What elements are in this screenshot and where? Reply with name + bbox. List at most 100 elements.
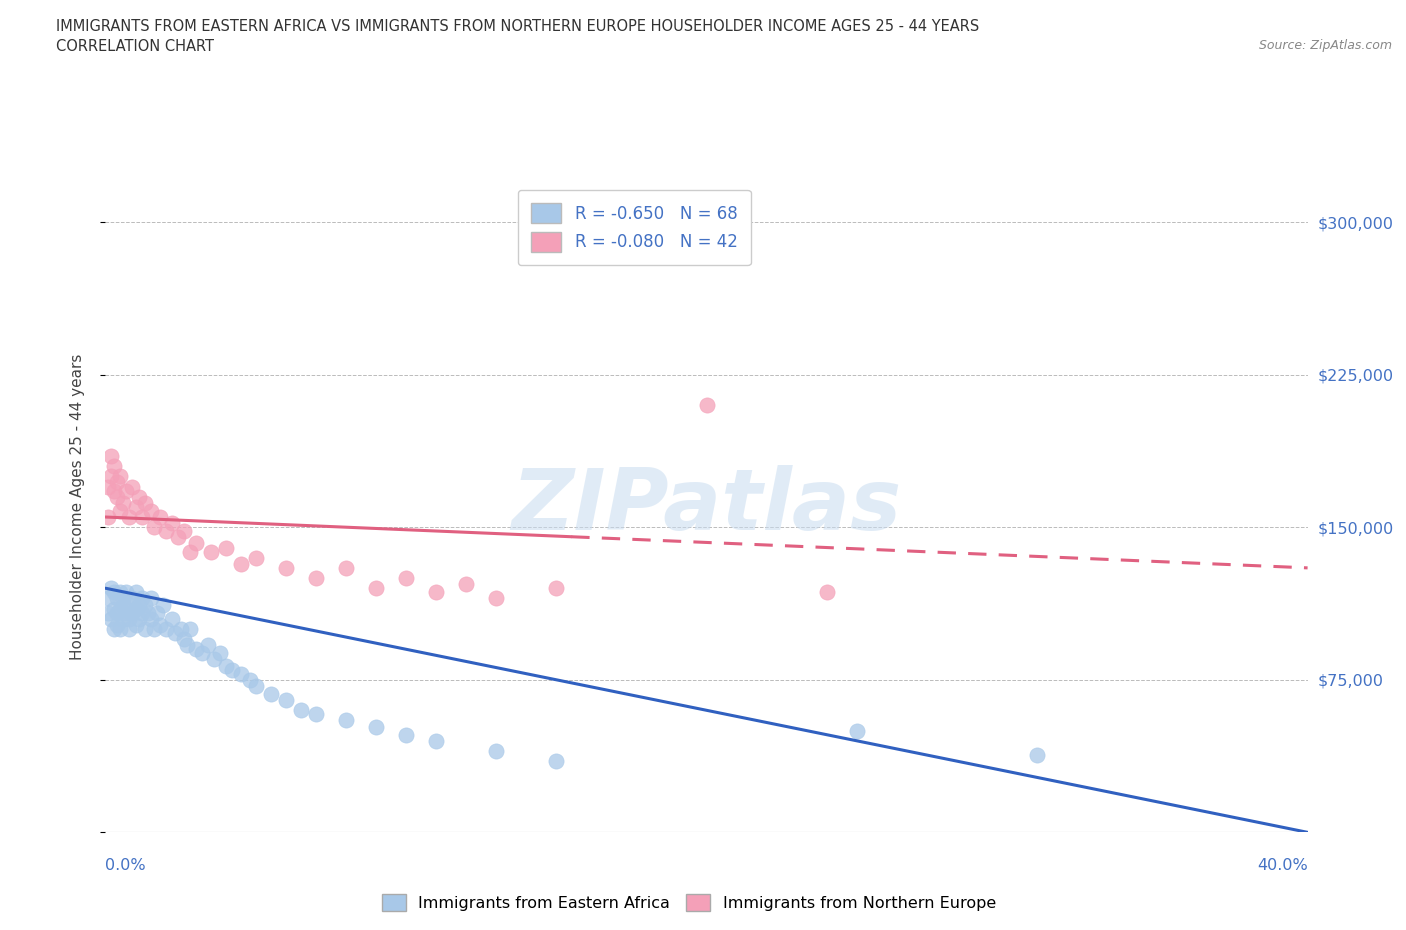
Point (121, 591, 143, 605)
Point (97, 591, 120, 605)
Point (131, 605, 153, 620)
Point (107, 489, 129, 504)
Point (184, 536, 207, 551)
Point (118, 611, 141, 626)
Point (107, 605, 129, 620)
Point (364, 580, 387, 596)
Point (142, 621, 165, 636)
Text: ZIPatlas: ZIPatlas (512, 465, 901, 549)
Point (245, 679, 267, 694)
Point (290, 703, 312, 718)
Point (124, 618, 146, 632)
Point (364, 719, 387, 734)
Point (100, 448, 122, 463)
Point (100, 469, 122, 484)
Point (260, 686, 283, 701)
Point (131, 510, 153, 525)
Point (546, 753, 568, 768)
Point (190, 646, 212, 661)
Point (100, 580, 122, 596)
Point (239, 672, 262, 687)
Point (115, 585, 138, 600)
Legend: Immigrants from Eastern Africa, Immigrants from Northern Europe: Immigrants from Eastern Africa, Immigran… (375, 888, 1002, 917)
Point (103, 621, 125, 636)
Point (107, 475, 129, 490)
Point (142, 520, 165, 535)
Point (245, 551, 267, 565)
Point (229, 556, 252, 571)
Point (305, 707, 328, 722)
Point (128, 597, 150, 612)
Point (335, 561, 357, 576)
Point (208, 646, 231, 661)
Point (202, 652, 225, 667)
Point (148, 618, 170, 632)
Point (184, 642, 207, 657)
Point (696, 398, 718, 413)
Point (176, 638, 198, 653)
Point (131, 591, 153, 605)
Point (112, 591, 135, 605)
Point (139, 503, 162, 518)
Point (425, 585, 447, 600)
Point (395, 571, 418, 586)
Point (110, 585, 132, 600)
Point (169, 621, 191, 636)
Text: Source: ZipAtlas.com: Source: ZipAtlas.com (1258, 39, 1392, 52)
Point (136, 605, 159, 620)
Point (118, 510, 141, 525)
Point (107, 591, 129, 605)
Point (148, 510, 170, 525)
Point (110, 621, 132, 636)
Point (134, 496, 156, 511)
Point (173, 524, 195, 538)
Point (115, 605, 138, 620)
Point (134, 597, 156, 612)
Point (274, 693, 297, 708)
Point (128, 489, 150, 504)
Point (128, 611, 150, 626)
Point (163, 626, 186, 641)
Point (845, 724, 868, 738)
Point (274, 561, 297, 576)
Point (335, 713, 357, 728)
Point (229, 666, 252, 681)
Point (160, 516, 183, 531)
Point (103, 458, 125, 473)
Point (115, 484, 138, 498)
Text: IMMIGRANTS FROM EASTERN AFRICA VS IMMIGRANTS FROM NORTHERN EUROPE HOUSEHOLDER IN: IMMIGRANTS FROM EASTERN AFRICA VS IMMIGR… (56, 19, 980, 33)
Point (395, 727, 418, 742)
Point (112, 496, 135, 511)
Point (121, 479, 143, 494)
Point (221, 662, 243, 677)
Point (546, 580, 568, 596)
Point (121, 605, 143, 620)
Point (179, 621, 201, 636)
Point (485, 591, 508, 605)
Point (200, 544, 222, 559)
Point (179, 544, 201, 559)
Point (305, 571, 328, 586)
Point (214, 658, 236, 673)
Text: CORRELATION CHART: CORRELATION CHART (56, 39, 214, 54)
Point (160, 611, 183, 626)
Point (107, 618, 129, 632)
Point (139, 611, 162, 626)
Point (103, 585, 125, 600)
Point (97, 479, 120, 494)
Point (214, 540, 236, 555)
Point (118, 621, 141, 636)
Point (454, 577, 477, 591)
Text: 40.0%: 40.0% (1257, 858, 1308, 873)
Point (110, 503, 132, 518)
Point (124, 601, 146, 616)
Point (110, 601, 132, 616)
Point (110, 469, 132, 484)
Legend: R = -0.650   N = 68, R = -0.080   N = 42: R = -0.650 N = 68, R = -0.080 N = 42 (517, 190, 751, 265)
Point (485, 744, 508, 759)
Point (134, 621, 156, 636)
Point (152, 597, 174, 612)
Point (97, 605, 120, 620)
Point (166, 530, 188, 545)
Point (197, 638, 219, 653)
